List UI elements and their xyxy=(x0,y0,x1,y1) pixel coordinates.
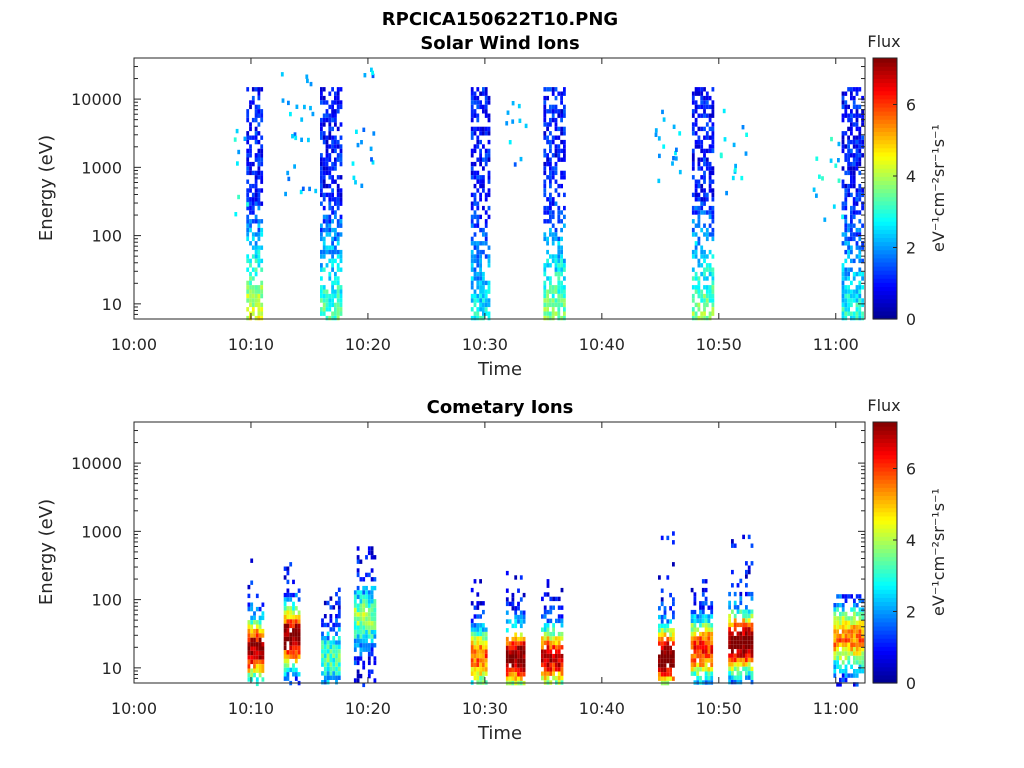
burst-1-5 xyxy=(505,570,526,686)
x-tick-label: 10:10 xyxy=(228,335,274,354)
colorbar-tick-label: 0 xyxy=(906,310,916,329)
scatter-0-2 xyxy=(351,67,376,188)
colorbar-unit-cometary: eV⁻¹cm⁻²sr⁻¹s⁻¹ xyxy=(929,488,948,616)
burst-1-3 xyxy=(353,546,377,688)
y-axis-label-cometary: Energy (eV) xyxy=(36,499,57,605)
panel-cometary: Cometary Ions 10:00 10:10 10:20 10:30 10:40 1… xyxy=(36,396,948,744)
colorbar-cometary: 0 2 4 6 xyxy=(872,421,916,693)
colorbar-tick-label: 2 xyxy=(906,238,916,257)
colorbar-tick-label: 4 xyxy=(906,531,916,550)
colorbar-solar-wind: 0 2 4 6 xyxy=(872,57,916,329)
scatter-0-0 xyxy=(233,128,249,217)
colorbar-frame xyxy=(872,421,898,684)
x-tick-label: 10:20 xyxy=(345,335,391,354)
burst-0-5 xyxy=(841,87,864,321)
x-tick-label: 10:20 xyxy=(345,699,391,718)
axes-cometary: 10:00 10:10 10:20 10:30 10:40 10:50 11:00 10 100… xyxy=(71,421,865,718)
burst-0-0 xyxy=(246,87,264,321)
burst-0-3 xyxy=(543,87,566,321)
colorbar-tick-label: 4 xyxy=(906,167,916,186)
axes-solar-wind: 10:00 10:10 10:20 10:30 10:40 10:50 11:00 10 100… xyxy=(71,57,865,354)
burst-0-1 xyxy=(320,87,343,321)
burst-1-1 xyxy=(283,562,301,686)
panel-title-solar-wind: Solar Wind Ions xyxy=(420,33,579,54)
colorbar-unit-solar-wind: eV⁻¹cm⁻²sr⁻¹s⁻¹ xyxy=(929,124,948,252)
y-tick-label: 1000 xyxy=(81,522,122,541)
y-tick-label: 10 xyxy=(102,659,122,678)
x-axis-label-solar-wind: Time xyxy=(477,359,522,380)
x-tick-label: 10:40 xyxy=(579,699,625,718)
scatter-0-5 xyxy=(719,108,748,196)
colorbar-title-solar-wind: Flux xyxy=(867,32,900,51)
scatter-0-4 xyxy=(654,109,682,184)
colorbar-title-cometary: Flux xyxy=(867,396,900,415)
colorbar-frame xyxy=(872,57,898,320)
burst-1-6 xyxy=(541,579,564,685)
x-tick-label: 10:50 xyxy=(696,335,742,354)
x-tick-label: 10:30 xyxy=(462,699,508,718)
colorbar-tick-label: 2 xyxy=(906,602,916,621)
y-tick-label: 10000 xyxy=(71,454,122,473)
panel-title-cometary: Cometary Ions xyxy=(427,397,574,418)
burst-1-4 xyxy=(470,579,488,685)
x-tick-label: 10:00 xyxy=(111,335,157,354)
panel-solar-wind: Solar Wind Ions 10:00 10:10 10:20 10:30 10:4… xyxy=(36,32,948,380)
burst-1-2 xyxy=(321,587,341,685)
burst-1-0 xyxy=(247,558,265,687)
y-tick-label: 10 xyxy=(102,295,122,314)
burst-1-8 xyxy=(690,579,714,685)
x-tick-label: 10:10 xyxy=(228,699,274,718)
x-tick-label: 10:00 xyxy=(111,699,157,718)
burst-0-4 xyxy=(691,87,715,321)
plot-frame-solar-wind xyxy=(133,57,866,320)
y-tick-label: 1000 xyxy=(81,158,122,177)
colorbar-tick-label: 6 xyxy=(906,459,916,478)
scatter-0-1 xyxy=(280,72,318,197)
burst-1-9 xyxy=(728,534,754,685)
figure-title: RPCICA150622T10.PNG xyxy=(382,9,618,30)
colorbar-tick-label: 0 xyxy=(906,674,916,693)
colorbar-tick-label: 6 xyxy=(906,95,916,114)
scatter-0-3 xyxy=(505,101,528,167)
heatmap-solar-wind xyxy=(233,67,864,321)
x-tick-label: 10:30 xyxy=(462,335,508,354)
x-axis-label-cometary: Time xyxy=(477,723,522,744)
plot-frame-cometary xyxy=(133,421,866,684)
x-tick-label: 10:40 xyxy=(579,335,625,354)
scatter-0-6 xyxy=(812,136,844,222)
y-tick-label: 100 xyxy=(91,227,122,246)
x-tick-label: 11:00 xyxy=(813,335,859,354)
burst-1-10 xyxy=(833,594,865,687)
heatmap-cometary xyxy=(247,531,865,688)
x-tick-label: 11:00 xyxy=(813,699,859,718)
y-axis-label-solar-wind: Energy (eV) xyxy=(36,135,57,241)
y-tick-label: 100 xyxy=(91,591,122,610)
burst-1-7 xyxy=(658,531,675,686)
y-tick-label: 10000 xyxy=(71,90,122,109)
x-tick-label: 10:50 xyxy=(696,699,742,718)
burst-0-2 xyxy=(470,87,491,321)
